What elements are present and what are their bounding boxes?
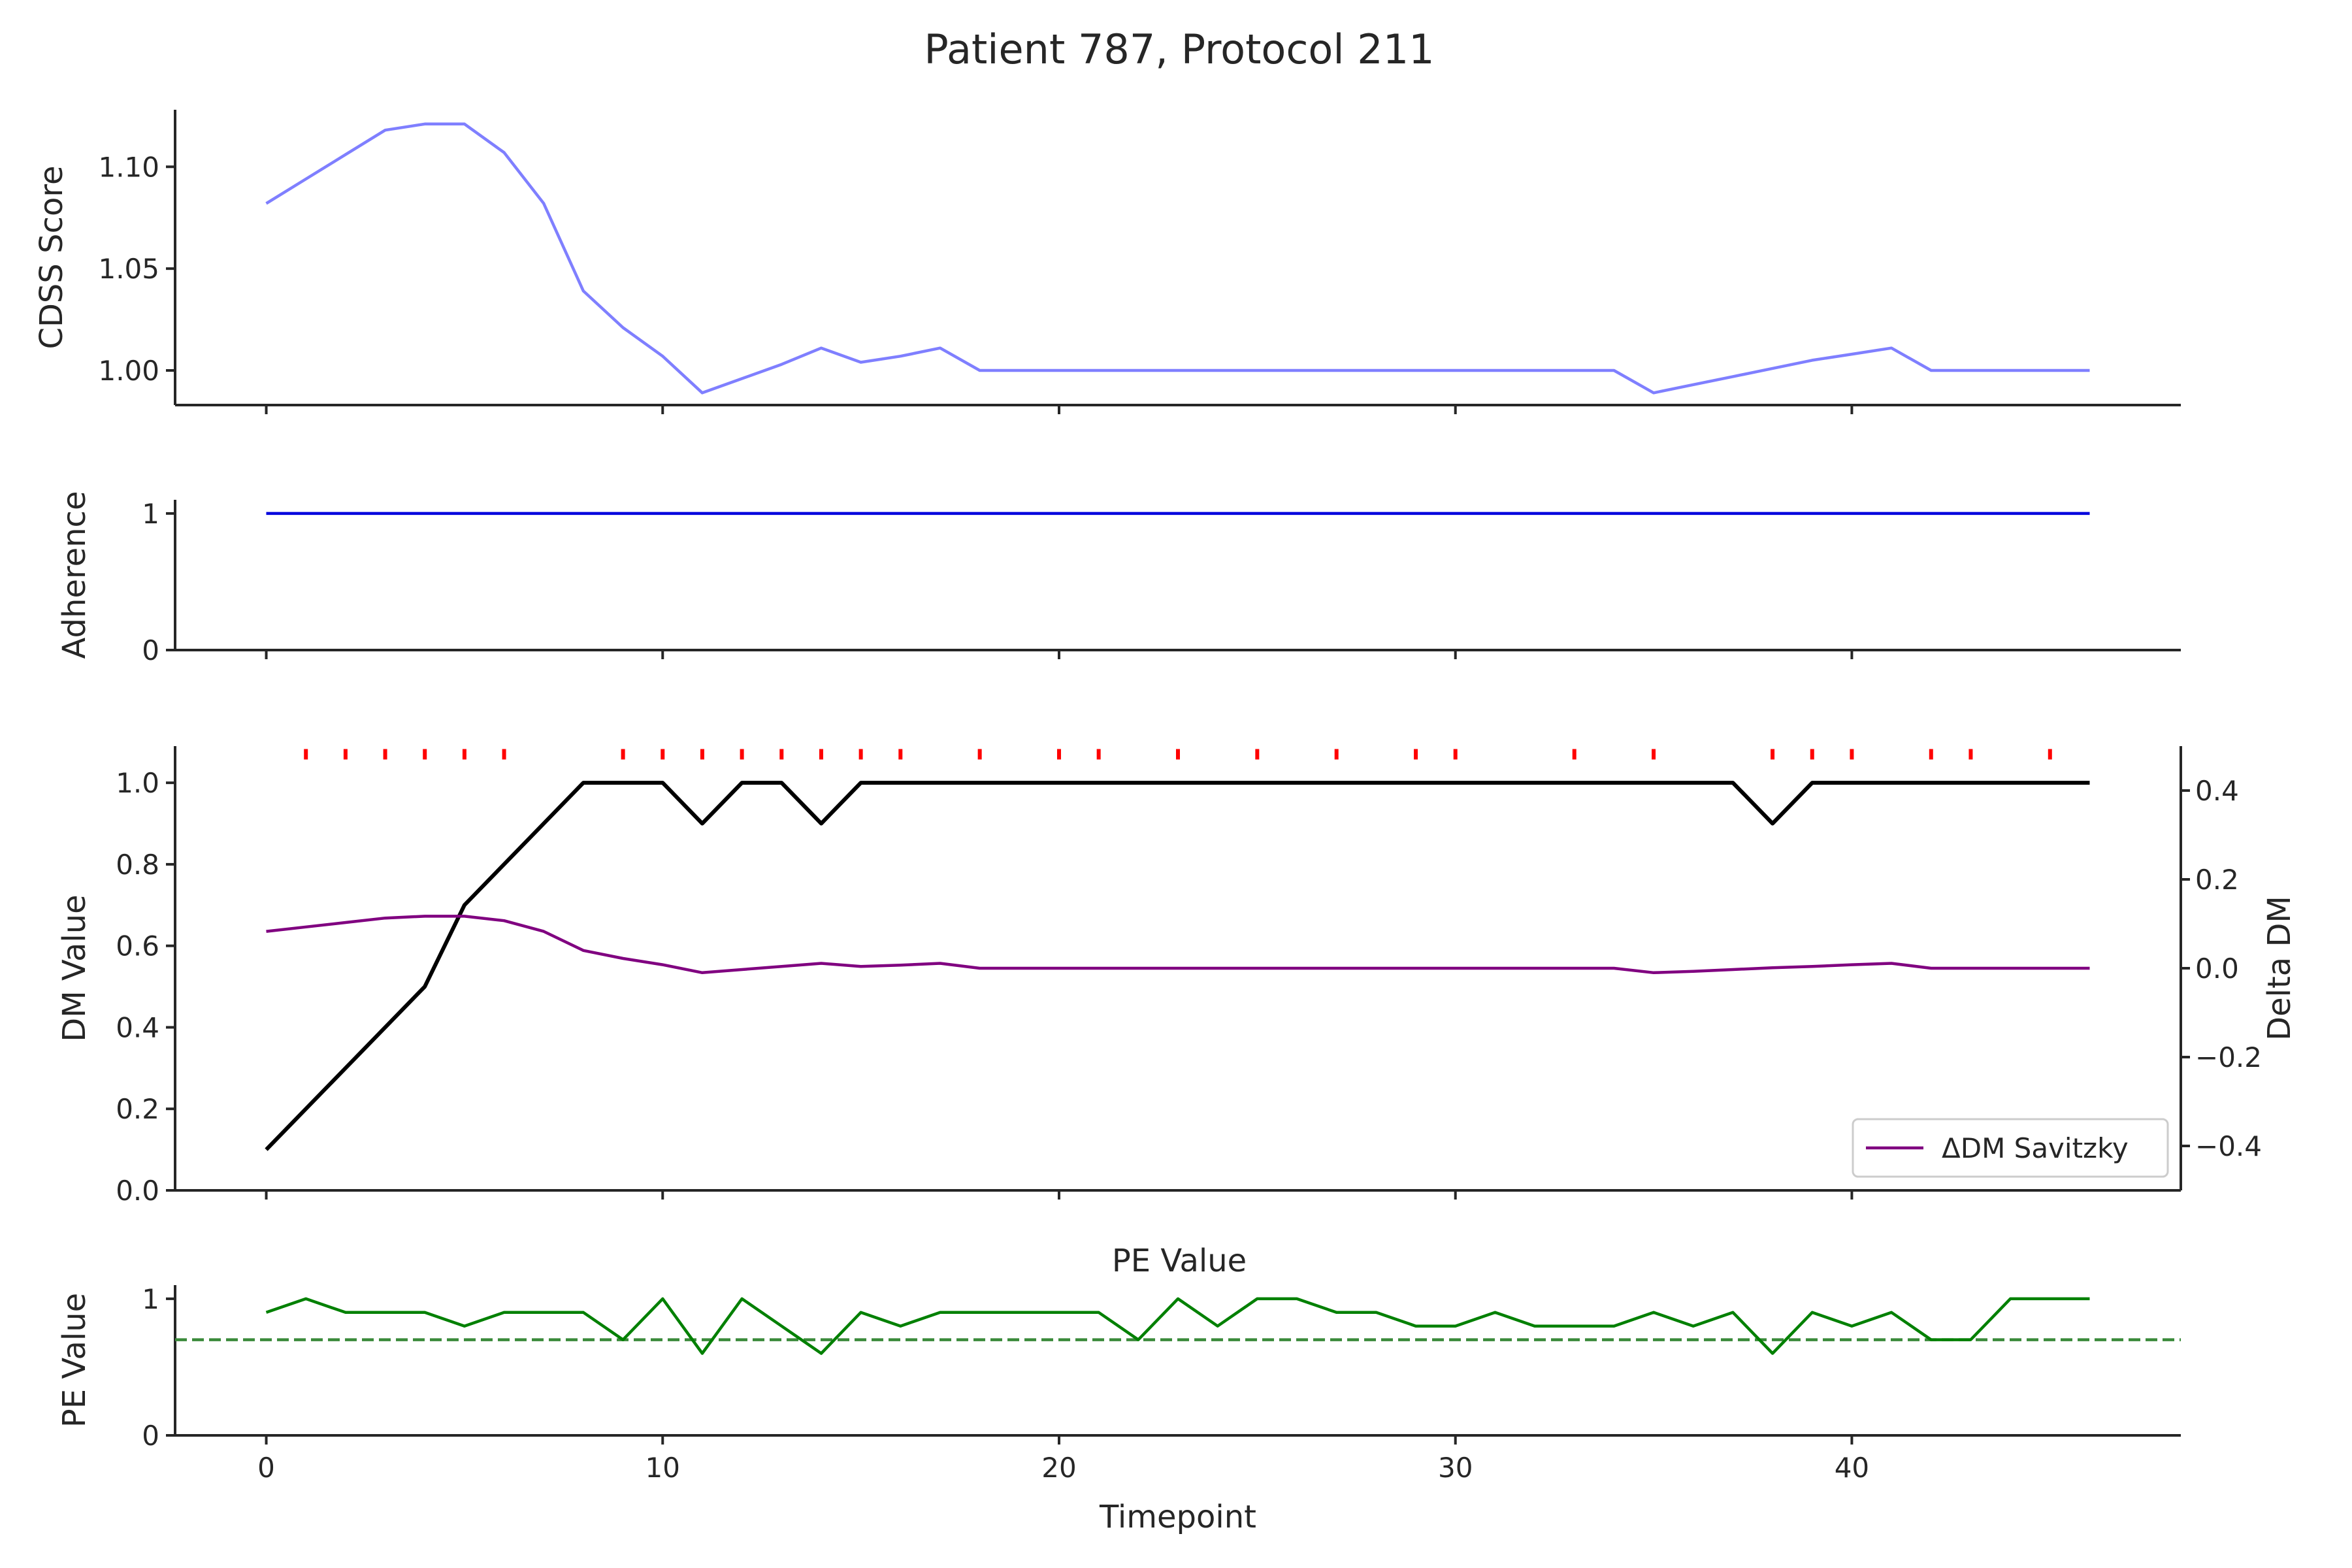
dm-ylabel-right: Delta DM [2261, 896, 2298, 1041]
dm-series-line-1 [266, 915, 2090, 975]
dm-ytick-label: 0.0 [116, 1175, 159, 1207]
pe-ylabel: PE Value [56, 1293, 93, 1428]
pe-ytick-label: 1 [142, 1283, 159, 1315]
figure-title: Patient 787, Protocol 211 [924, 25, 1434, 73]
adherence-ytick-label: 1 [142, 498, 159, 530]
dm-ytick-label: 1.0 [116, 767, 159, 799]
dm-ytick-right-label: −0.2 [2195, 1041, 2262, 1073]
pe-xtick-label: 10 [645, 1452, 680, 1484]
legend-label: ΔDM Savitzky [1942, 1132, 2129, 1164]
adherence-panel: 0 1 Adherence [56, 491, 2181, 666]
pe-ytick-label: 0 [142, 1420, 159, 1452]
pe-xtick-label: 20 [1041, 1452, 1076, 1484]
pe-subtitle: PE Value [1112, 1243, 1247, 1279]
dm-ytick-label: 0.4 [116, 1011, 159, 1043]
cdss-ytick-label: 1.00 [98, 355, 159, 387]
cdss-ytick-label: 1.10 [98, 151, 159, 183]
dm-ytick-label: 0.6 [116, 930, 159, 962]
dm-ytick-label: 0.8 [116, 849, 159, 881]
dm-ylabel: DM Value [56, 894, 93, 1041]
pe-series-line-0 [265, 1297, 2090, 1355]
adherence-ytick-label: 0 [142, 634, 159, 666]
pe-xtick-label: 40 [1835, 1452, 1869, 1484]
dm-ytick-right-label: 0.0 [2195, 953, 2239, 985]
cdss-ytick-label: 1.05 [98, 253, 159, 285]
dm-ytick-right-label: 0.4 [2195, 775, 2239, 807]
dm-panel: 0.0 0.2 0.4 0.6 0.8 1.0 −0.4 −0.2 0.0 0.2 0.4 DM Va… [56, 746, 2298, 1207]
legend-box [1852, 1118, 2169, 1178]
dm-series-line-0 [265, 781, 2090, 1151]
cdss-ylabel: CDSS Score [33, 165, 70, 349]
dm-ytick-label: 0.2 [116, 1093, 159, 1125]
dm-ytick-right-label: 0.2 [2195, 864, 2239, 896]
pe-xtick-label: 30 [1438, 1452, 1473, 1484]
pe-xlabel: Timepoint [1099, 1499, 1256, 1535]
cdss-series-line-0 [265, 122, 2090, 395]
dm-ytick-right-label: −0.4 [2195, 1130, 2262, 1162]
adherence-ylabel: Adherence [56, 491, 93, 659]
pe-xtick-label: 0 [257, 1452, 275, 1484]
cdss-panel: 1.00 1.05 1.10 CDSS Score [33, 110, 2181, 414]
